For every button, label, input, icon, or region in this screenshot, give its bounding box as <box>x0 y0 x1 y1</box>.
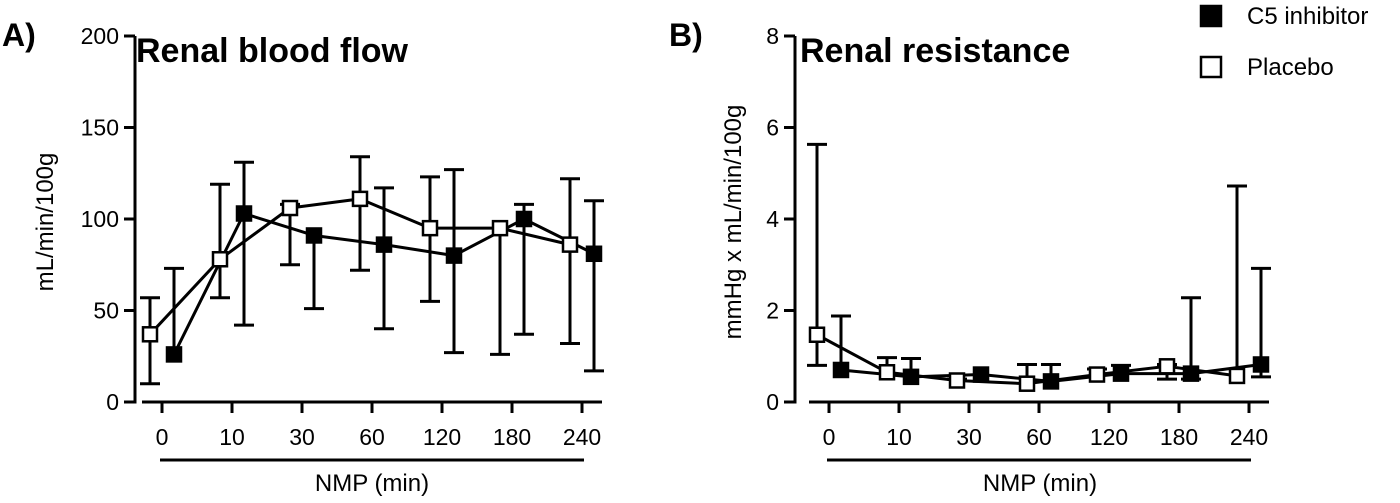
legend-label-c5-inhibitor: C5 inhibitor <box>1247 3 1368 30</box>
panel-a-y-axis-title: mL/min/100g <box>32 153 59 292</box>
panel-b-letter: B) <box>669 17 703 53</box>
panel-b-point-placebo <box>1228 367 1246 385</box>
panel-a-point-c5-inhibitor <box>235 205 253 222</box>
panel-a-letter: A) <box>2 17 36 53</box>
panel-a-point-placebo <box>141 326 159 343</box>
panel-b-x-tick-label: 120 <box>1090 424 1128 450</box>
panel-a-point-placebo <box>281 199 299 217</box>
panel-a-title: Renal blood flow <box>136 32 409 70</box>
panel-b-point-c5-inhibitor <box>1252 356 1270 373</box>
panel-a-point-c5-inhibitor <box>305 227 323 244</box>
panel-b: B) Renal resistance mmHg x mL/min/100g N… <box>669 17 1271 497</box>
panel-b-x-axis-title: NMP (min) <box>983 470 1097 497</box>
panel-a-x-tick-label: 120 <box>423 424 461 450</box>
panel-b-plot: 0 2 4 6 8 0 10 30 60 120 180 240 <box>766 23 1271 450</box>
panel-b-y-tick-label: 4 <box>766 206 779 232</box>
panel-a-y-tick-label: 50 <box>93 298 119 324</box>
panel-a-point-placebo <box>491 219 509 237</box>
panel-b-x-tick-label: 60 <box>1026 424 1052 450</box>
panel-b-x-tick-label: 10 <box>886 424 912 450</box>
panel-a-x-tick-label: 180 <box>493 424 531 450</box>
panel-a-point-placebo <box>561 236 579 253</box>
panel-b-point-c5-inhibitor <box>972 366 990 383</box>
legend-marker-placebo <box>1199 55 1223 79</box>
panel-b-point-placebo <box>948 372 966 389</box>
panel-a-x-axis-title: NMP (min) <box>315 470 429 497</box>
panel-a-point-placebo <box>351 190 369 208</box>
panel-a-y-tick-label: 150 <box>81 115 119 141</box>
panel-b-point-placebo <box>878 364 896 381</box>
panel-a-x-tick-label: 10 <box>219 424 245 450</box>
panel-a-x-tick-label: 0 <box>156 424 169 450</box>
panel-b-title: Renal resistance <box>800 32 1070 70</box>
panel-b-x-tick-label: 240 <box>1230 424 1268 450</box>
panel-b-point-placebo <box>1158 358 1176 375</box>
panel-b-y-tick-label: 2 <box>766 298 779 324</box>
legend-marker-c5-inhibitor <box>1199 4 1223 28</box>
panel-a-point-c5-inhibitor <box>445 247 463 264</box>
panel-b-y-tick-label: 6 <box>766 115 779 141</box>
panel-b-x-tick-label: 180 <box>1160 424 1198 450</box>
panel-b-y-tick-label: 0 <box>766 389 779 415</box>
panel-b-y-axis-title: mmHg x mL/min/100g <box>720 105 747 340</box>
panel-b-point-placebo <box>1088 366 1106 383</box>
panel-a: A) Renal blood flow mL/min/100g NMP (min… <box>2 17 604 497</box>
panel-a-y-tick-label: 100 <box>81 206 119 232</box>
legend-label-placebo: Placebo <box>1247 54 1334 81</box>
panel-b-x-tick-label: 0 <box>823 424 836 450</box>
panel-b-point-placebo <box>1018 375 1036 392</box>
panel-a-point-c5-inhibitor <box>585 245 603 263</box>
panel-a-point-c5-inhibitor <box>375 236 393 253</box>
panel-a-plot: 0 50 100 150 200 0 10 30 60 120 180 240 <box>81 23 604 450</box>
panel-b-x-tick-label: 30 <box>956 424 982 450</box>
legend: C5 inhibitor Placebo <box>1199 3 1368 81</box>
panel-a-y-tick-label: 200 <box>81 23 119 49</box>
panel-b-y-tick-label: 8 <box>766 23 779 49</box>
panel-b-point-placebo <box>808 326 826 343</box>
panel-a-x-tick-label: 240 <box>563 424 601 450</box>
panel-a-point-placebo <box>421 219 439 237</box>
panel-a-x-tick-label: 30 <box>289 424 315 450</box>
panel-a-point-placebo <box>211 251 229 268</box>
panel-a-point-c5-inhibitor <box>165 346 183 363</box>
panel-b-point-c5-inhibitor <box>832 361 850 379</box>
panel-a-x-tick-label: 60 <box>359 424 385 450</box>
panel-a-point-c5-inhibitor <box>515 210 533 228</box>
panel-a-y-tick-label: 0 <box>106 389 119 415</box>
